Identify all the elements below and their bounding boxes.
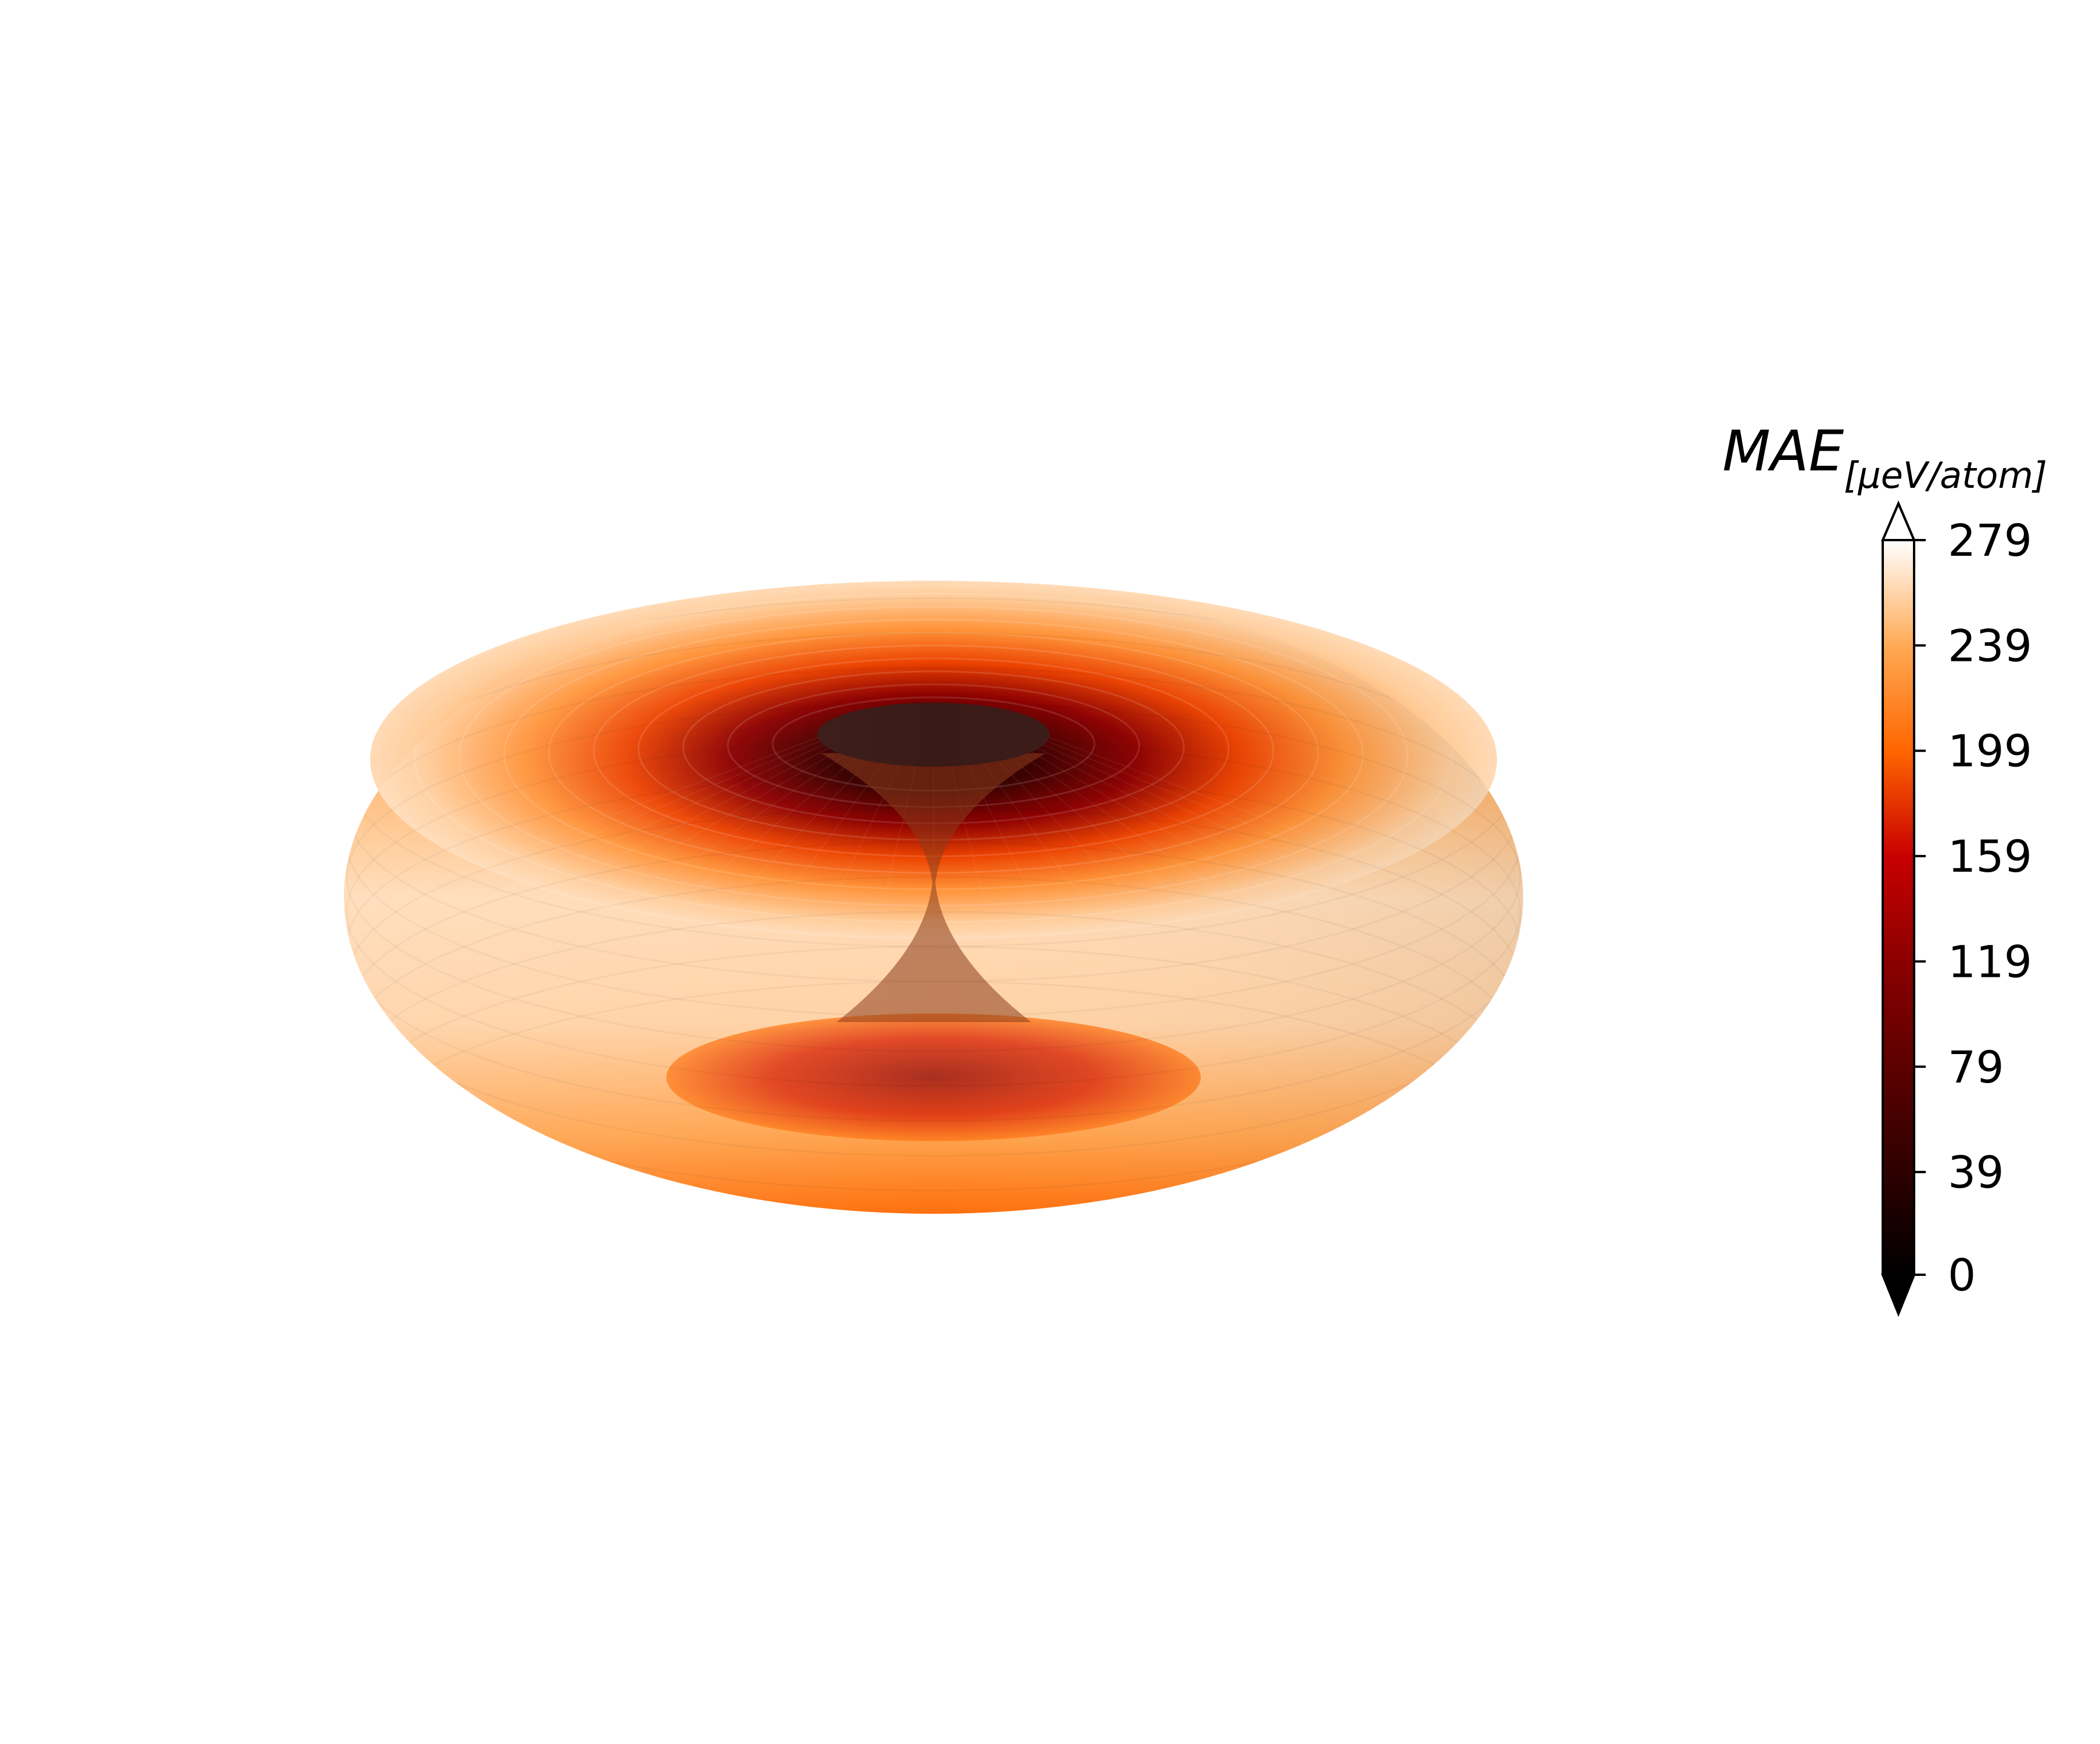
colorbar-tick-label: 239 xyxy=(1948,620,2032,671)
colorbar-tick-label: 279 xyxy=(1948,515,2032,566)
colorbar-tick-label: 39 xyxy=(1948,1146,2004,1198)
torus-surface xyxy=(344,581,1523,1214)
colorbar-tick-label: 119 xyxy=(1948,936,2032,987)
colorbar-ticks: 0 39 79 119 159 199 239 279 xyxy=(1914,515,2032,1301)
colorbar-title: MAE[μeV/atom] xyxy=(1722,419,2047,497)
torus-shading xyxy=(344,581,1523,1214)
colorbar-title-sub: [μeV/atom] xyxy=(1844,454,2047,497)
colorbar-extend-min xyxy=(1881,1274,1916,1317)
colorbar-tick-label: 79 xyxy=(1948,1041,2004,1093)
colorbar-title-main: MAE xyxy=(1722,419,1844,484)
colorbar-tick-label: 159 xyxy=(1948,830,2032,882)
colorbar-extend-max xyxy=(1880,500,1916,541)
colorbar: MAE[μeV/atom] 0 39 79 119 159 199 239 279 xyxy=(1722,419,2047,1317)
colorbar-tick-label: 0 xyxy=(1948,1249,1976,1301)
colorbar-tick-label: 199 xyxy=(1948,725,2032,777)
colorbar-gradient xyxy=(1883,540,1914,1275)
